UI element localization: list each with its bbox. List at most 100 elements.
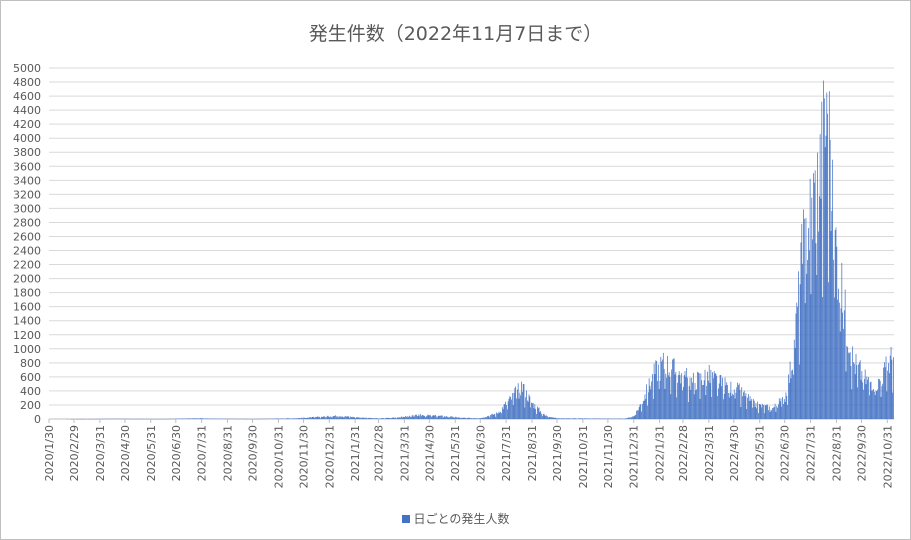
bar bbox=[506, 409, 508, 419]
bar bbox=[332, 416, 334, 419]
bar bbox=[524, 407, 526, 419]
bar bbox=[873, 391, 875, 419]
bar bbox=[393, 417, 395, 419]
bar bbox=[195, 418, 197, 419]
bar bbox=[657, 364, 659, 419]
bar bbox=[369, 417, 371, 419]
y-tick-label: 0 bbox=[34, 413, 41, 426]
bar bbox=[863, 378, 865, 419]
bar bbox=[317, 416, 319, 419]
bar bbox=[752, 407, 753, 419]
bar bbox=[855, 353, 857, 419]
bar bbox=[650, 389, 652, 419]
bar bbox=[516, 389, 518, 419]
y-tick-label: 400 bbox=[20, 385, 41, 398]
bar bbox=[206, 418, 208, 419]
bar bbox=[401, 416, 402, 419]
bar bbox=[500, 411, 502, 419]
bar bbox=[816, 274, 818, 419]
bar bbox=[667, 375, 669, 419]
bar bbox=[408, 416, 410, 419]
bar bbox=[868, 395, 870, 419]
bar bbox=[324, 416, 326, 419]
bar bbox=[340, 416, 341, 419]
bar bbox=[633, 416, 635, 419]
bar bbox=[548, 416, 550, 419]
bar bbox=[662, 359, 663, 419]
bar bbox=[811, 197, 813, 419]
bar bbox=[661, 361, 663, 419]
bar bbox=[729, 392, 731, 419]
bar bbox=[354, 417, 356, 419]
y-tick-label: 4600 bbox=[13, 90, 41, 103]
bar bbox=[371, 418, 373, 419]
bar bbox=[536, 413, 537, 419]
bar bbox=[496, 413, 498, 419]
bar bbox=[673, 358, 675, 419]
y-tick-label: 1800 bbox=[13, 287, 41, 300]
x-tick-label: 2020/7/31 bbox=[196, 425, 209, 481]
x-tick-label: 2022/3/31 bbox=[703, 425, 716, 481]
bar bbox=[861, 370, 863, 419]
bar bbox=[507, 401, 509, 419]
bar bbox=[834, 230, 836, 419]
bar bbox=[355, 417, 357, 419]
x-tick-label: 2020/8/31 bbox=[222, 425, 235, 481]
bar bbox=[791, 370, 793, 419]
bar bbox=[529, 396, 531, 419]
bar bbox=[509, 396, 511, 419]
bar bbox=[540, 411, 542, 419]
bar bbox=[398, 417, 400, 419]
bar bbox=[668, 372, 670, 419]
bar bbox=[648, 378, 650, 419]
bar bbox=[468, 417, 470, 419]
bar bbox=[852, 346, 854, 419]
bar bbox=[741, 387, 743, 419]
bar bbox=[556, 418, 557, 419]
bar bbox=[310, 417, 311, 419]
bar bbox=[578, 418, 580, 419]
x-tick-label: 2022/5/31 bbox=[754, 425, 767, 481]
bar bbox=[298, 418, 300, 419]
bar bbox=[843, 310, 845, 419]
bar bbox=[813, 173, 814, 419]
bar bbox=[425, 417, 426, 419]
bar bbox=[428, 415, 430, 419]
bar bbox=[775, 411, 777, 419]
bar bbox=[738, 385, 739, 419]
bar bbox=[842, 312, 844, 419]
bar bbox=[504, 403, 506, 419]
bar bbox=[757, 401, 758, 419]
bar bbox=[291, 418, 293, 419]
bar bbox=[750, 400, 752, 419]
bar bbox=[704, 369, 706, 419]
bar bbox=[871, 390, 873, 419]
bar bbox=[688, 386, 690, 419]
bar bbox=[853, 362, 854, 419]
bar bbox=[773, 407, 774, 419]
bar bbox=[318, 417, 320, 419]
bar bbox=[827, 113, 829, 419]
bar bbox=[441, 415, 443, 419]
bar bbox=[881, 386, 883, 419]
x-tick-label: 2022/7/31 bbox=[805, 425, 818, 481]
bar bbox=[779, 401, 781, 419]
bar bbox=[407, 417, 409, 419]
bar bbox=[383, 418, 385, 419]
bar bbox=[447, 416, 449, 419]
bar bbox=[432, 415, 434, 419]
bar bbox=[300, 418, 301, 419]
y-tick-label: 800 bbox=[20, 357, 41, 370]
x-tick-label: 2021/12/31 bbox=[628, 425, 641, 488]
bar bbox=[655, 360, 657, 419]
bar bbox=[438, 415, 440, 419]
bar bbox=[595, 418, 597, 419]
bar bbox=[818, 196, 820, 419]
bar bbox=[492, 414, 494, 419]
bar bbox=[677, 375, 679, 419]
bar bbox=[451, 416, 453, 419]
y-tick-label: 200 bbox=[20, 399, 41, 412]
bar bbox=[275, 418, 276, 419]
bar bbox=[867, 379, 869, 419]
y-tick-label: 600 bbox=[20, 371, 41, 384]
